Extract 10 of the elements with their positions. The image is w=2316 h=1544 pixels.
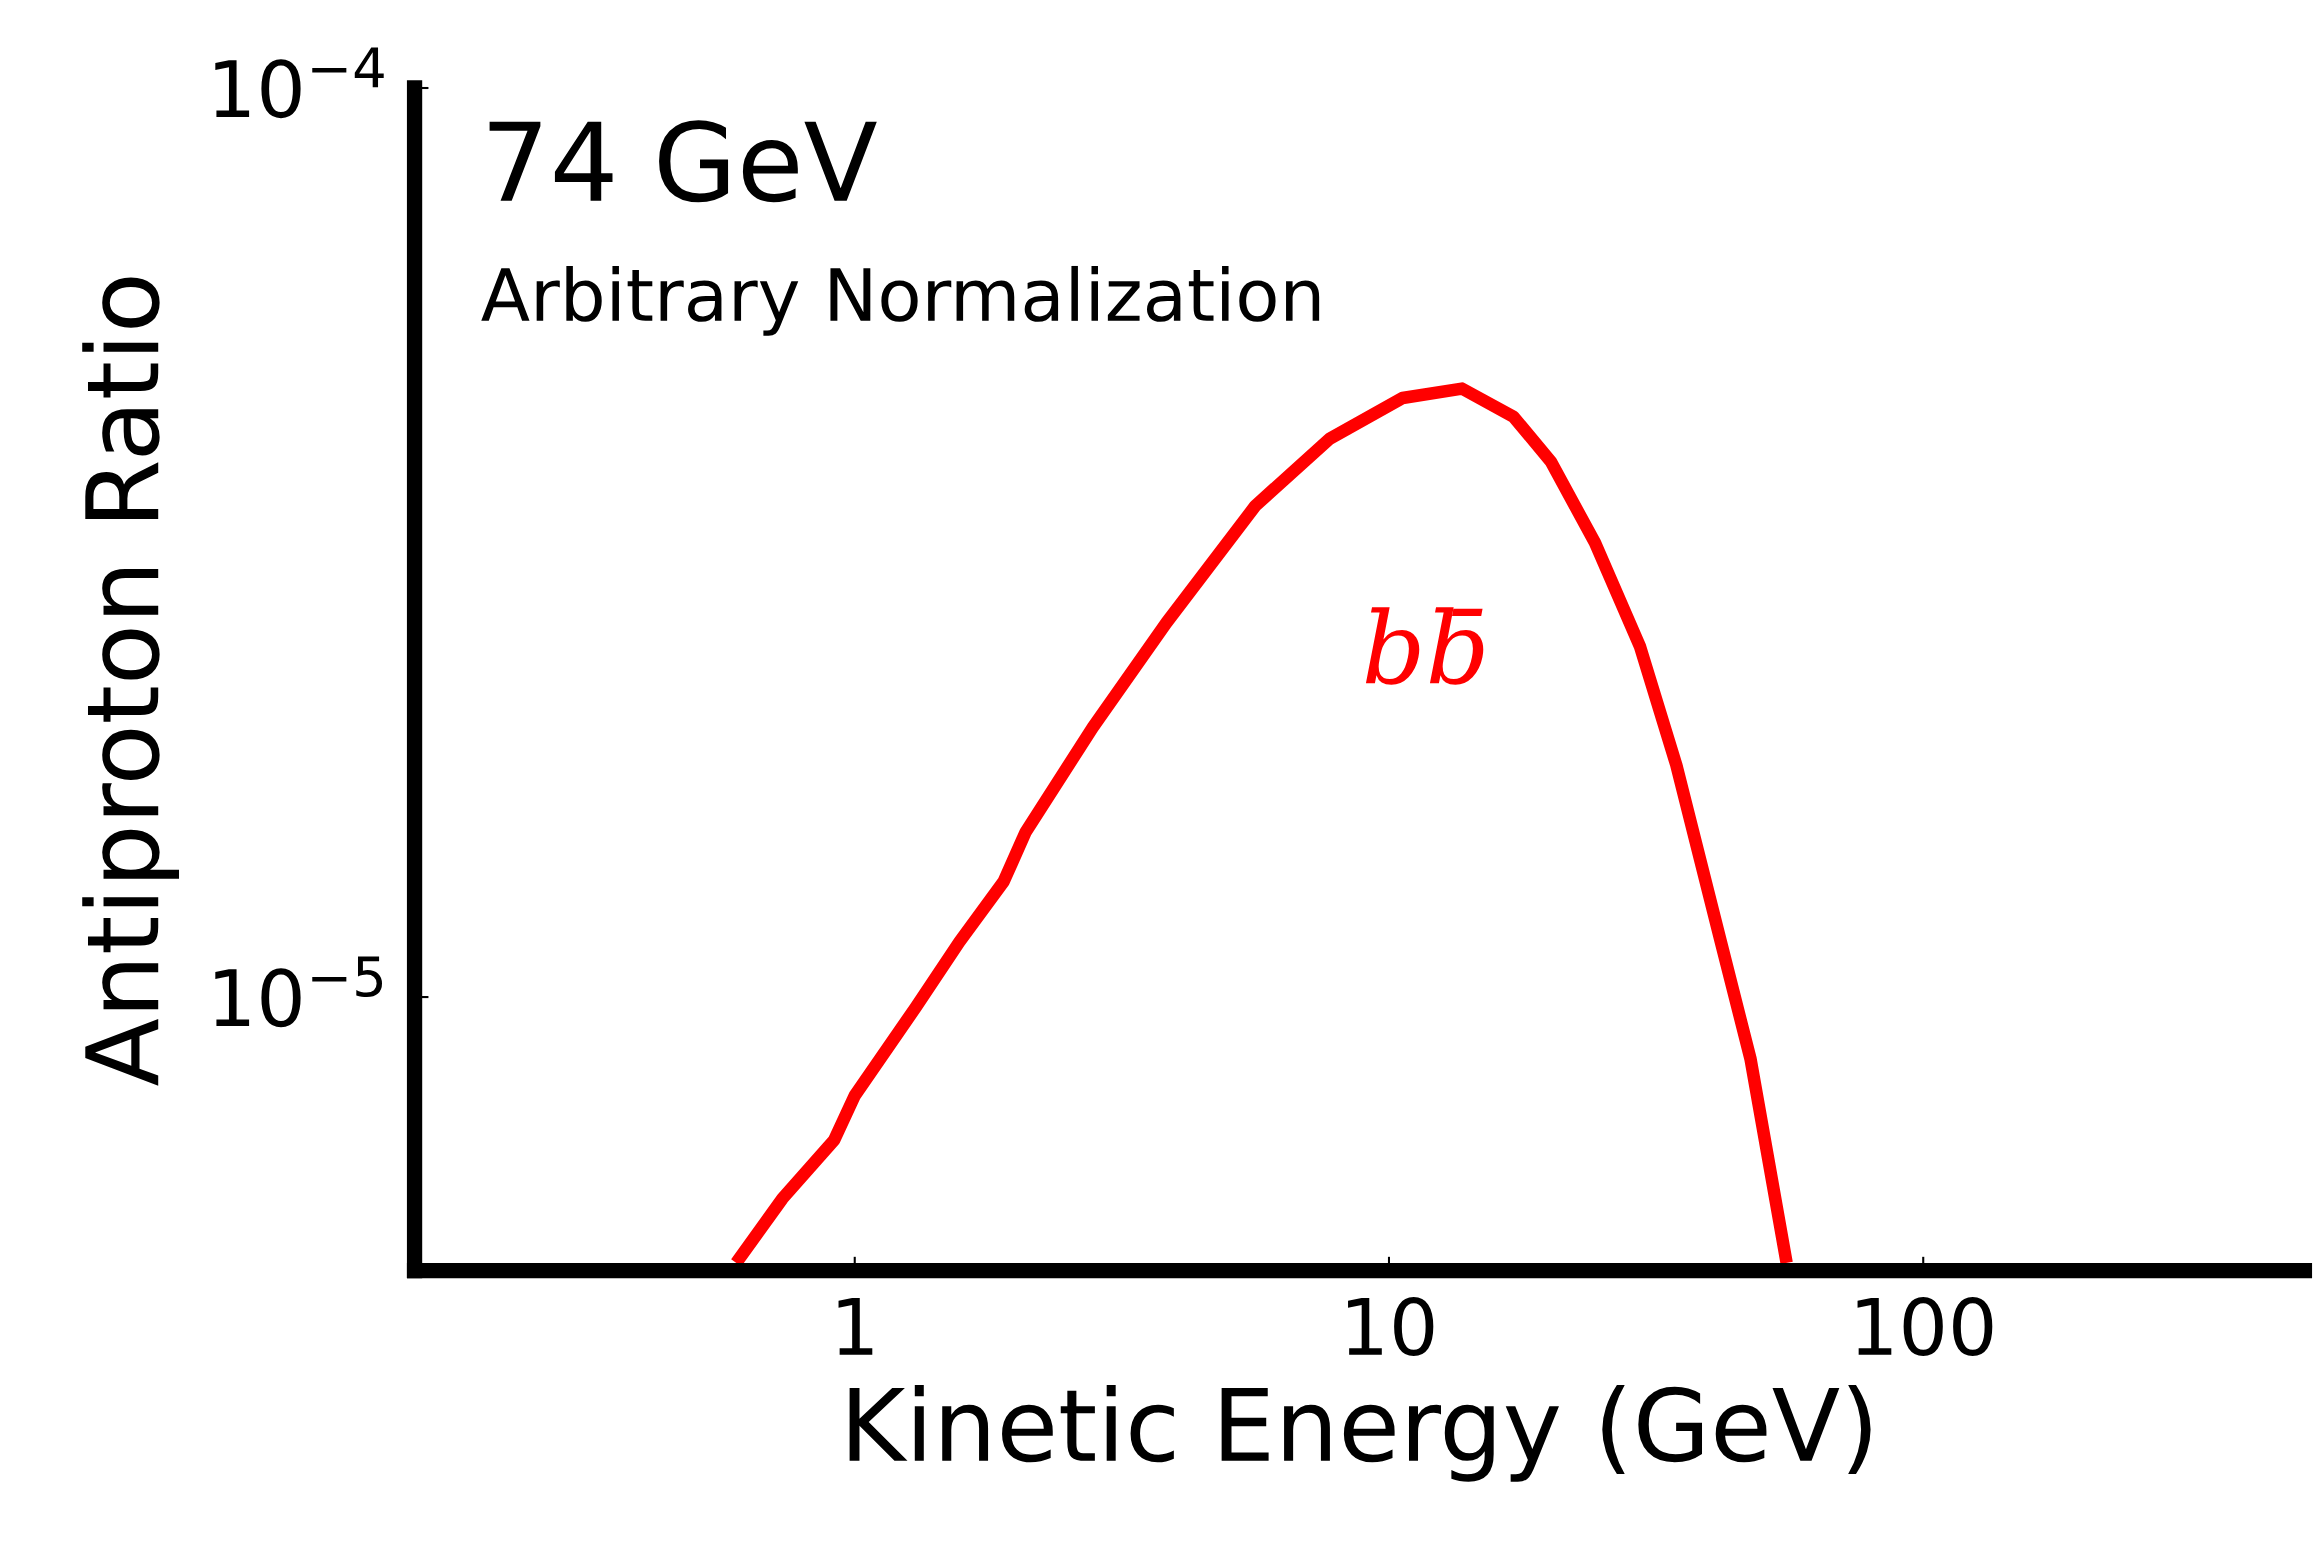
annotation: Arbitrary Normalization (481, 265, 1320, 336)
x-tick-label: 10 (1348, 1297, 1434, 1356)
x-axis-title: Kinetic Energy (GeV) (849, 1384, 1871, 1482)
y-tick-label: 10$^{−4}$ (215, 47, 384, 119)
x-tick-label: 100 (1857, 1297, 1993, 1356)
x-tick-label: 1 (838, 1298, 873, 1355)
y-axis-title: Antiproton Ratio (82, 277, 180, 1086)
y-tick-label: 10$^{−5}$ (215, 956, 382, 1028)
annotation: 74 GeV (489, 120, 877, 203)
series-label: bb̄ (1365, 607, 1484, 685)
